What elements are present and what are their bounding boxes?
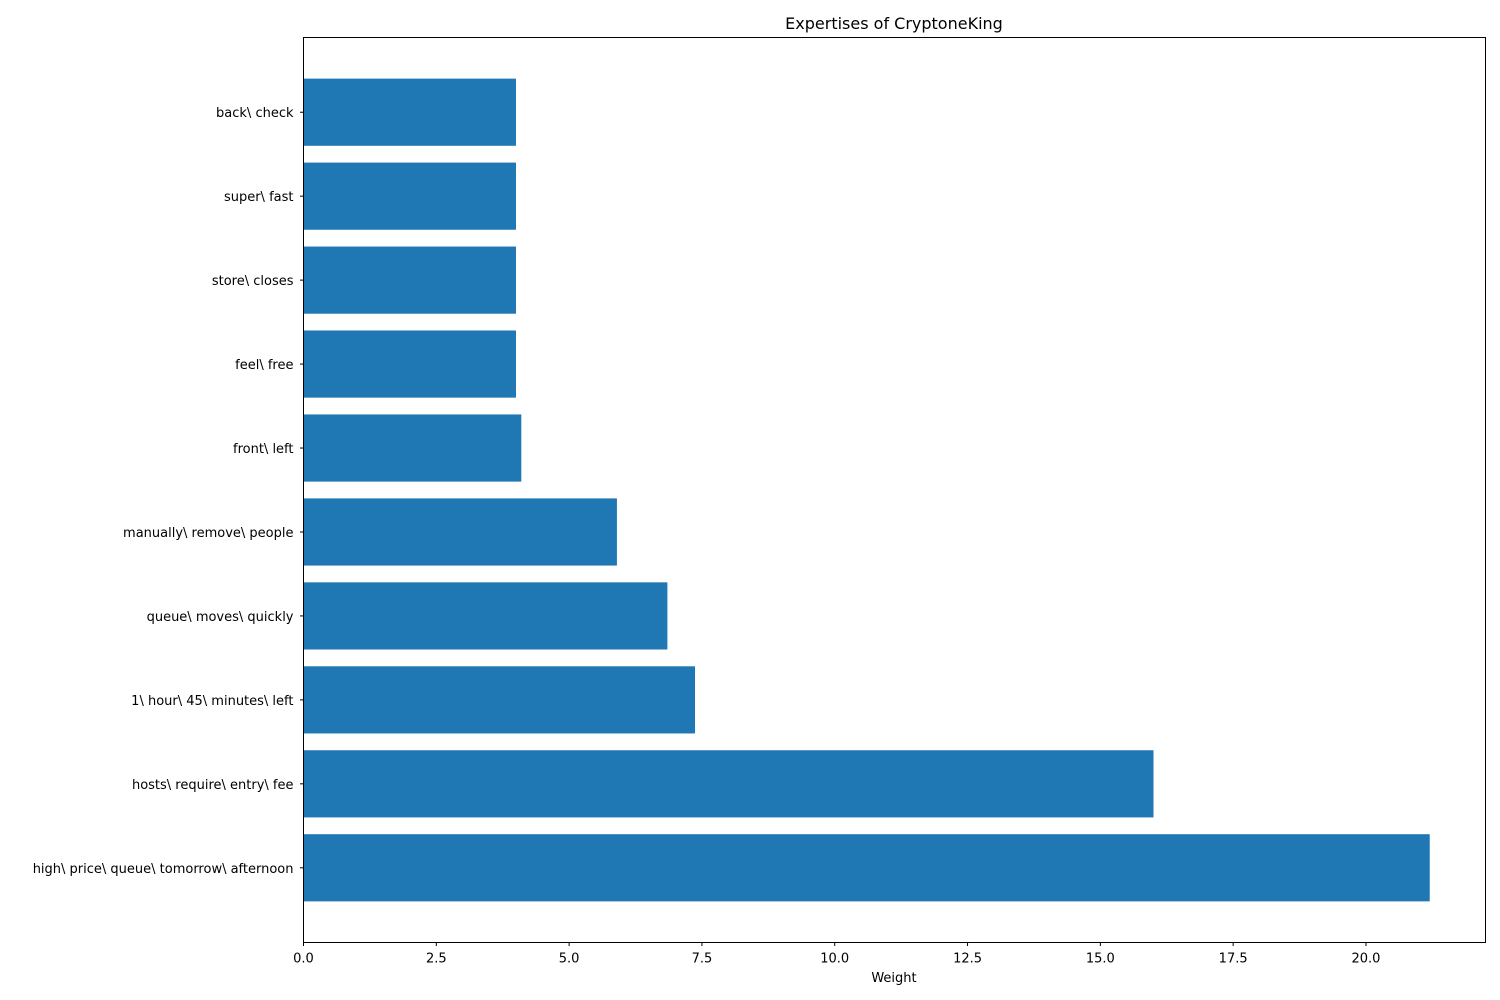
chart-title: Expertises of CryptoneKing — [785, 14, 1003, 33]
y-tick-label: store\ closes — [212, 274, 294, 289]
bar — [303, 78, 516, 146]
bar — [303, 750, 1154, 818]
bar — [303, 246, 516, 314]
y-axis-ticks: high\ price\ queue\ tomorrow\ afternoon h… — [33, 106, 304, 877]
y-tick-label: 1\ hour\ 45\ minutes\ left — [131, 694, 293, 709]
y-tick-label: front\ left — [233, 442, 294, 457]
x-axis-ticks: 0.0 2.5 5.0 7.5 10.0 12.5 15.0 17.5 20.0 — [293, 942, 1380, 967]
x-tick-label: 5.0 — [559, 952, 580, 967]
bar — [303, 498, 617, 566]
bar — [303, 414, 522, 482]
x-tick-label: 0.0 — [293, 952, 314, 967]
y-tick-label: manually\ remove\ people — [123, 526, 293, 541]
x-axis-label: Weight — [871, 971, 916, 986]
bar — [303, 834, 1430, 902]
bar — [303, 666, 696, 734]
y-tick-label: super\ fast — [224, 190, 294, 205]
x-tick-label: 7.5 — [692, 952, 713, 967]
y-tick-label: hosts\ require\ entry\ fee — [132, 778, 294, 793]
x-tick-label: 15.0 — [1086, 952, 1115, 967]
y-tick-label: high\ price\ queue\ tomorrow\ afternoon — [33, 862, 294, 877]
y-tick-label: queue\ moves\ quickly — [147, 610, 294, 625]
x-tick-label: 2.5 — [426, 952, 447, 967]
bar — [303, 162, 516, 230]
bar — [303, 330, 516, 398]
x-tick-label: 20.0 — [1351, 952, 1380, 967]
bars-group — [303, 78, 1430, 902]
x-tick-label: 10.0 — [820, 952, 849, 967]
y-tick-label: back\ check — [216, 106, 294, 121]
plot-frame — [303, 37, 1486, 943]
x-tick-label: 17.5 — [1219, 952, 1248, 967]
bar — [303, 582, 668, 650]
y-tick-label: feel\ free — [235, 358, 293, 373]
x-tick-label: 12.5 — [953, 952, 982, 967]
